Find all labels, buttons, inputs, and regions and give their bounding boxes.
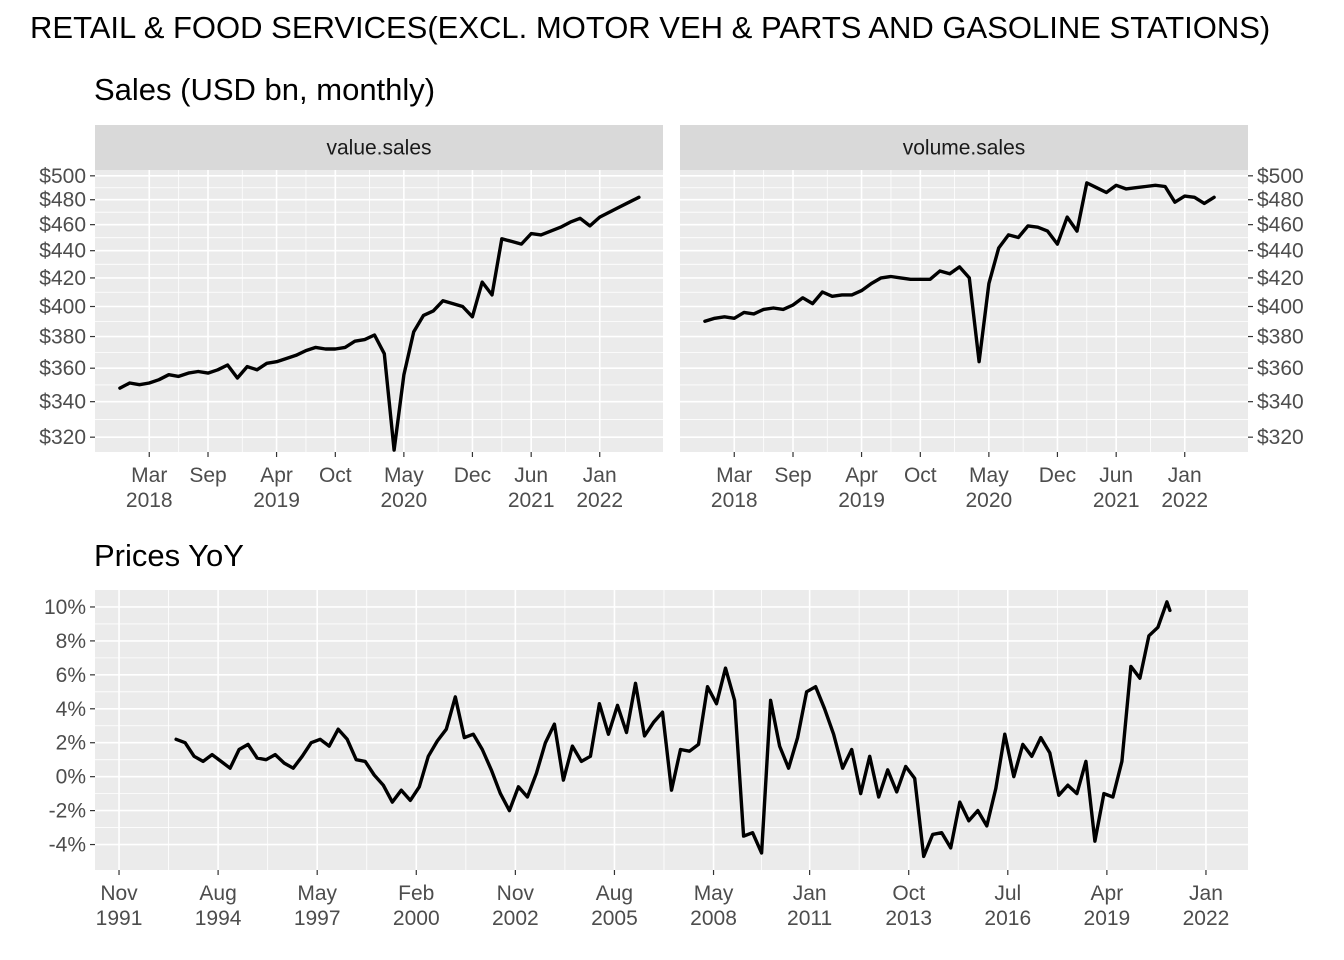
y-tick-label: $400 bbox=[39, 296, 86, 319]
sales-panel-title: Sales (USD bn, monthly) bbox=[94, 72, 436, 107]
x-tick-label-year: 2005 bbox=[591, 907, 638, 930]
x-tick-label: Aug bbox=[596, 882, 633, 905]
series-line bbox=[174, 600, 1172, 859]
x-tick-label-year: 2022 bbox=[1161, 489, 1208, 512]
x-tick-label: Jan bbox=[583, 464, 617, 487]
y-tick-label: $460 bbox=[1257, 214, 1304, 237]
y-tick-label: $440 bbox=[39, 240, 86, 263]
y-tick-label: $380 bbox=[1257, 326, 1304, 349]
x-tick-label: Oct bbox=[904, 464, 937, 487]
y-tick-label: 10% bbox=[44, 596, 86, 619]
x-tick-label: Jan bbox=[1168, 464, 1202, 487]
y-tick-label: $500 bbox=[1257, 165, 1304, 188]
y-tick-label: $360 bbox=[1257, 357, 1304, 380]
y-tick-label: $420 bbox=[1257, 267, 1304, 290]
y-tick-label: $340 bbox=[39, 391, 86, 414]
x-tick-label-year: 2002 bbox=[492, 907, 539, 930]
x-tick-label: Nov bbox=[100, 882, 138, 905]
plot-background bbox=[95, 590, 1248, 870]
x-tick-label-year: 2008 bbox=[690, 907, 737, 930]
y-tick-label: -4% bbox=[49, 834, 86, 857]
x-tick-label-year: 2020 bbox=[381, 489, 428, 512]
x-tick-label-year: 2021 bbox=[508, 489, 555, 512]
x-tick-label-year: 2018 bbox=[126, 489, 173, 512]
x-tick-label: May bbox=[384, 464, 424, 487]
x-tick-label: Mar bbox=[716, 464, 752, 487]
plot-background bbox=[95, 170, 663, 452]
y-tick-label: -2% bbox=[49, 800, 86, 823]
facet-strip bbox=[680, 125, 1248, 170]
x-tick-label: Jan bbox=[1189, 882, 1223, 905]
x-tick-label: Apr bbox=[260, 464, 293, 487]
plot-background bbox=[680, 170, 1248, 452]
x-tick-label-year: 2011 bbox=[787, 907, 832, 930]
x-tick-label: Jan bbox=[793, 882, 827, 905]
x-tick-label: Jun bbox=[514, 464, 548, 487]
x-tick-label: Dec bbox=[1039, 464, 1076, 487]
figure-title: RETAIL & FOOD SERVICES(EXCL. MOTOR VEH &… bbox=[30, 10, 1271, 45]
x-tick-label: Sep bbox=[189, 464, 226, 487]
y-tick-label: $360 bbox=[39, 357, 86, 380]
x-tick-label: May bbox=[969, 464, 1009, 487]
x-tick-label-year: 2019 bbox=[253, 489, 300, 512]
x-tick-label-year: 2019 bbox=[838, 489, 885, 512]
facet-label: value.sales bbox=[326, 137, 431, 160]
y-tick-label: $380 bbox=[39, 326, 86, 349]
x-tick-label-year: 2019 bbox=[1084, 907, 1131, 930]
x-tick-label: Apr bbox=[845, 464, 878, 487]
y-tick-label: $480 bbox=[1257, 189, 1304, 212]
facet-label: volume.sales bbox=[903, 137, 1026, 160]
y-tick-label: 8% bbox=[56, 630, 86, 653]
y-tick-label: 4% bbox=[56, 698, 86, 721]
series-line bbox=[703, 181, 1216, 364]
x-tick-label-year: 2022 bbox=[1183, 907, 1230, 930]
y-tick-label: $440 bbox=[1257, 240, 1304, 263]
y-tick-label: $420 bbox=[39, 267, 86, 290]
y-tick-label: $480 bbox=[39, 189, 86, 212]
x-tick-label-year: 2018 bbox=[711, 489, 758, 512]
x-tick-label: Sep bbox=[774, 464, 811, 487]
x-tick-label-year: 2000 bbox=[393, 907, 440, 930]
x-tick-label: Jun bbox=[1099, 464, 1133, 487]
y-tick-label: $500 bbox=[39, 165, 86, 188]
x-tick-label-year: 1997 bbox=[294, 907, 341, 930]
x-tick-label-year: 2022 bbox=[576, 489, 623, 512]
series-line bbox=[118, 195, 641, 452]
x-tick-label-year: 1994 bbox=[195, 907, 242, 930]
x-tick-label-year: 1991 bbox=[96, 907, 143, 930]
prices-panel-title: Prices YoY bbox=[94, 538, 244, 573]
y-tick-label: $320 bbox=[39, 426, 86, 449]
y-tick-label: $460 bbox=[39, 214, 86, 237]
x-tick-label: Aug bbox=[199, 882, 236, 905]
x-tick-label-year: 2013 bbox=[885, 907, 932, 930]
y-tick-label: 0% bbox=[56, 766, 86, 789]
y-tick-label: 2% bbox=[56, 732, 86, 755]
x-tick-label: Nov bbox=[497, 882, 535, 905]
x-tick-label: Oct bbox=[892, 882, 925, 905]
x-tick-label: Oct bbox=[319, 464, 352, 487]
x-tick-label: Apr bbox=[1091, 882, 1124, 905]
x-tick-label: Feb bbox=[398, 882, 434, 905]
x-tick-label: Mar bbox=[131, 464, 167, 487]
x-tick-label: May bbox=[694, 882, 734, 905]
y-tick-label: $400 bbox=[1257, 296, 1304, 319]
x-tick-label-year: 2016 bbox=[984, 907, 1031, 930]
x-tick-label-year: 2020 bbox=[966, 489, 1013, 512]
y-tick-label: $320 bbox=[1257, 426, 1304, 449]
y-tick-label: 6% bbox=[56, 664, 86, 687]
x-tick-label: Jul bbox=[994, 882, 1021, 905]
y-tick-label: $340 bbox=[1257, 391, 1304, 414]
facet-strip bbox=[95, 125, 663, 170]
x-tick-label-year: 2021 bbox=[1093, 489, 1140, 512]
x-tick-label: May bbox=[297, 882, 337, 905]
x-tick-label: Dec bbox=[454, 464, 491, 487]
